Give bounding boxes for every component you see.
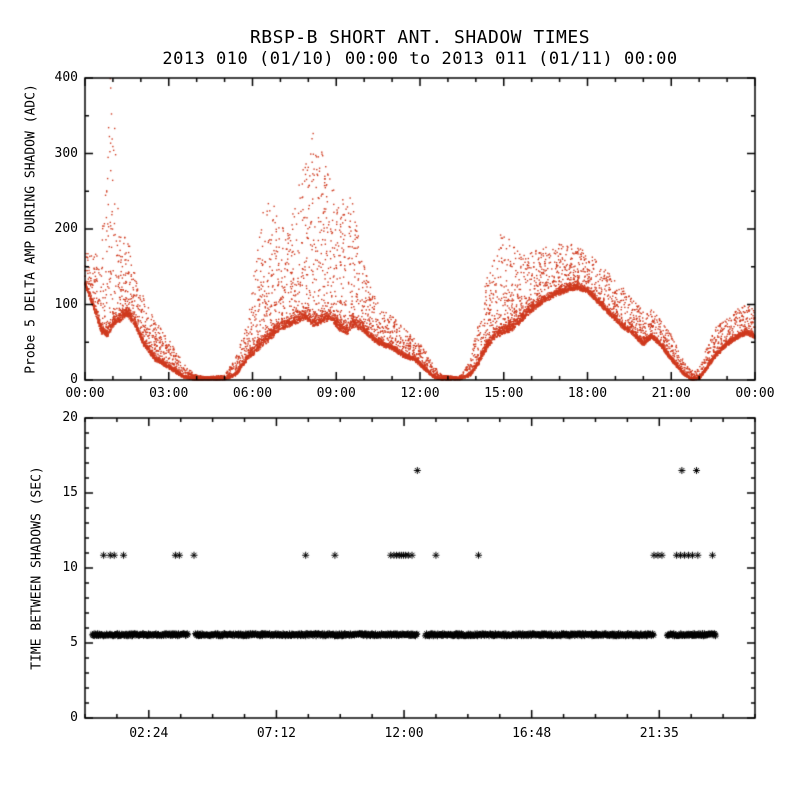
bottom-x-tick-label-4: 21:35 (639, 726, 679, 741)
bottom-y-tick-label-0: 0 (70, 710, 78, 725)
bottom-x-tick-label-2: 12:00 (384, 726, 424, 741)
chart-subtitle: 2013 010 (01/10) 00:00 to 2013 011 (01/1… (162, 49, 678, 69)
top-x-tick-label-1: 03:00 (149, 386, 189, 401)
bottom-y-tick-label-2: 10 (62, 560, 78, 575)
top-x-tick-label-3: 09:00 (316, 386, 356, 401)
top-x-tick-label-4: 12:00 (400, 386, 440, 401)
top-x-tick-label-8: 00:00 (735, 386, 775, 401)
top-x-tick-label-0: 00:00 (65, 386, 105, 401)
chart-title: RBSP-B SHORT ANT. SHADOW TIMES (249, 27, 591, 48)
top-y-tick-label-0: 0 (70, 372, 78, 387)
bottom-x-tick-label-1: 07:12 (256, 726, 296, 741)
top-y-tick-label-1: 100 (54, 296, 78, 312)
top-x-tick-label-2: 06:00 (232, 386, 273, 401)
top-y-tick-label-2: 200 (54, 221, 78, 236)
top-x-tick-label-7: 21:00 (651, 386, 691, 401)
top-y-tick-label-3: 300 (54, 145, 78, 161)
bottom-x-tick-label-3: 16:48 (512, 726, 552, 741)
bottom-y-tick-label-4: 20 (62, 410, 78, 425)
top-x-tick-label-6: 18:00 (567, 386, 608, 401)
bottom-y-tick-label-3: 15 (62, 485, 78, 500)
top-x-tick-label-5: 15:00 (484, 386, 524, 401)
bottom-y-tick-label-1: 5 (70, 635, 78, 650)
bottom-x-tick-label-0: 02:24 (129, 726, 169, 741)
top-y-tick-label-4: 400 (54, 70, 78, 85)
